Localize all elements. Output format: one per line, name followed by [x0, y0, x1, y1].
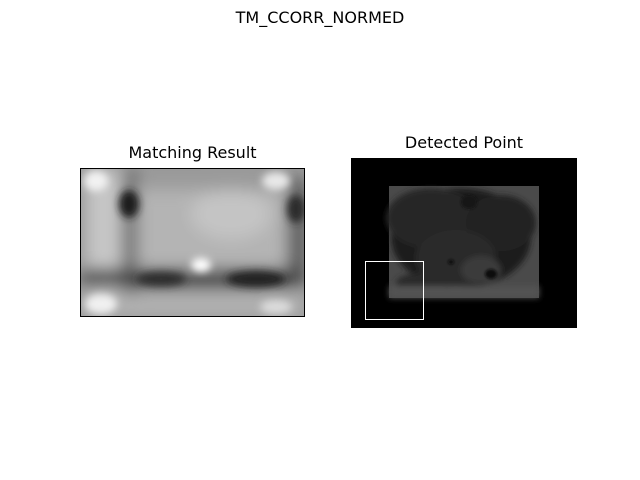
bear-image: [351, 158, 577, 328]
detected-point-image: [351, 158, 577, 328]
matching-result-title: Matching Result: [128, 143, 257, 162]
detected-point-title: Detected Point: [404, 133, 524, 152]
matching-result-heatmap: [80, 168, 305, 317]
detected-region-box: [365, 261, 424, 320]
figure-title: TM_CCORR_NORMED: [235, 8, 405, 27]
heatmap-image: [81, 169, 304, 316]
